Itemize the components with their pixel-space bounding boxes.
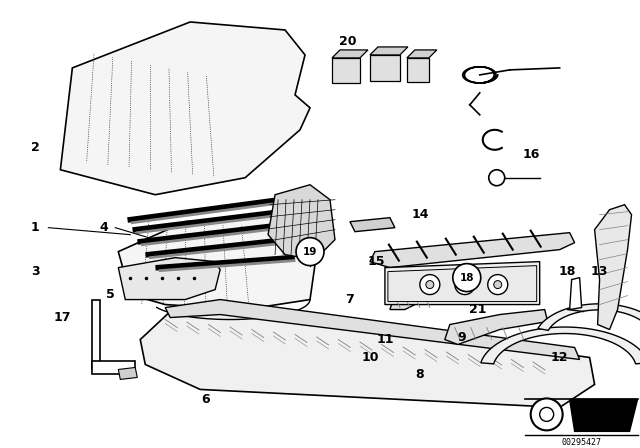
Circle shape [531, 398, 563, 431]
Circle shape [296, 237, 324, 266]
Polygon shape [407, 58, 429, 82]
Circle shape [453, 263, 481, 292]
Text: 15: 15 [367, 255, 385, 268]
Polygon shape [595, 205, 632, 330]
Text: 17: 17 [54, 311, 71, 324]
Polygon shape [92, 362, 135, 375]
Text: 3: 3 [31, 265, 40, 278]
Polygon shape [118, 258, 220, 300]
Circle shape [426, 280, 434, 289]
Circle shape [489, 170, 505, 186]
Text: 21: 21 [469, 303, 486, 316]
Polygon shape [332, 58, 360, 83]
Text: 00295427: 00295427 [562, 438, 602, 447]
Text: 6: 6 [201, 393, 209, 406]
Polygon shape [268, 185, 335, 260]
Polygon shape [118, 215, 315, 310]
Polygon shape [570, 400, 637, 431]
Text: 14: 14 [411, 208, 429, 221]
Circle shape [488, 275, 508, 295]
Text: 19: 19 [303, 247, 317, 257]
Polygon shape [390, 282, 445, 310]
Text: 18: 18 [460, 272, 474, 283]
Text: 2: 2 [31, 141, 40, 154]
Text: 13: 13 [591, 265, 608, 278]
Circle shape [540, 407, 554, 422]
Polygon shape [370, 47, 408, 55]
Text: 9: 9 [458, 331, 466, 344]
Text: 4: 4 [99, 221, 108, 234]
Text: 18: 18 [559, 265, 577, 278]
Circle shape [461, 280, 468, 289]
Text: 12: 12 [551, 351, 568, 364]
Polygon shape [350, 218, 395, 232]
Polygon shape [140, 308, 595, 407]
Polygon shape [570, 278, 582, 310]
Polygon shape [92, 300, 100, 370]
Polygon shape [332, 50, 368, 58]
Circle shape [493, 280, 502, 289]
Polygon shape [538, 304, 640, 330]
Polygon shape [407, 50, 437, 58]
Polygon shape [165, 300, 580, 359]
Text: 11: 11 [376, 333, 394, 346]
Text: 20: 20 [339, 35, 356, 48]
Text: 7: 7 [346, 293, 355, 306]
Polygon shape [388, 266, 537, 302]
Circle shape [455, 275, 475, 295]
Text: 16: 16 [523, 148, 540, 161]
Circle shape [420, 275, 440, 295]
Polygon shape [481, 327, 640, 364]
Text: 1: 1 [31, 221, 40, 234]
Polygon shape [118, 367, 137, 379]
Polygon shape [370, 233, 575, 267]
Polygon shape [60, 22, 310, 195]
Text: 8: 8 [415, 368, 424, 381]
Text: 10: 10 [361, 351, 379, 364]
Polygon shape [445, 310, 548, 345]
Text: 5: 5 [106, 288, 115, 301]
Polygon shape [385, 262, 540, 305]
Polygon shape [370, 55, 400, 81]
